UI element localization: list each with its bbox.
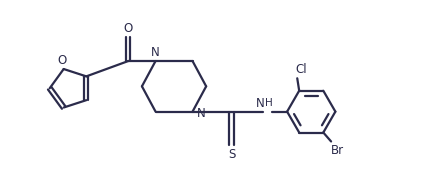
Text: Br: Br [331, 144, 344, 157]
Text: N: N [197, 107, 206, 120]
Text: H: H [265, 98, 272, 108]
Text: Cl: Cl [296, 63, 307, 76]
Text: S: S [228, 148, 235, 161]
Text: N: N [256, 97, 265, 110]
Text: N: N [151, 46, 159, 59]
Text: O: O [124, 22, 133, 35]
Text: O: O [57, 54, 67, 67]
